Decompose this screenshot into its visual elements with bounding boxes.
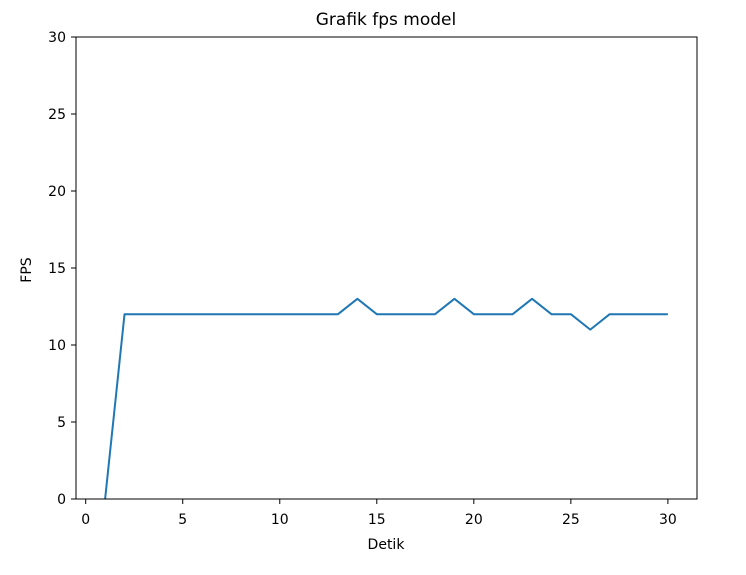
x-tick-label: 15 [368,512,386,528]
series-line-0 [104,297,668,499]
y-tick-label: 0 [57,492,66,508]
y-tick-label: 5 [57,415,66,431]
y-tick-label: 20 [48,184,66,200]
x-tick-label: 30 [659,512,677,528]
x-tick-label: 0 [81,512,90,528]
x-tick-label: 20 [465,512,483,528]
x-tick-label: 25 [562,512,580,528]
x-tick-label: 10 [271,512,289,528]
y-tick-label: 10 [48,338,66,354]
y-tick-label: 15 [48,261,66,277]
x-tick-label: 5 [178,512,187,528]
plot-frame [75,36,698,500]
y-tick-label: 30 [48,30,66,46]
chart-title: Grafik fps model [316,10,457,30]
x-axis-label: Detik [368,537,406,553]
plot-area: 0 5 10 15 20 25 30 0 5 10 15 20 25 30 [48,30,698,528]
y-tick-label: 25 [48,107,66,123]
y-axis-label: FPS [19,257,35,282]
